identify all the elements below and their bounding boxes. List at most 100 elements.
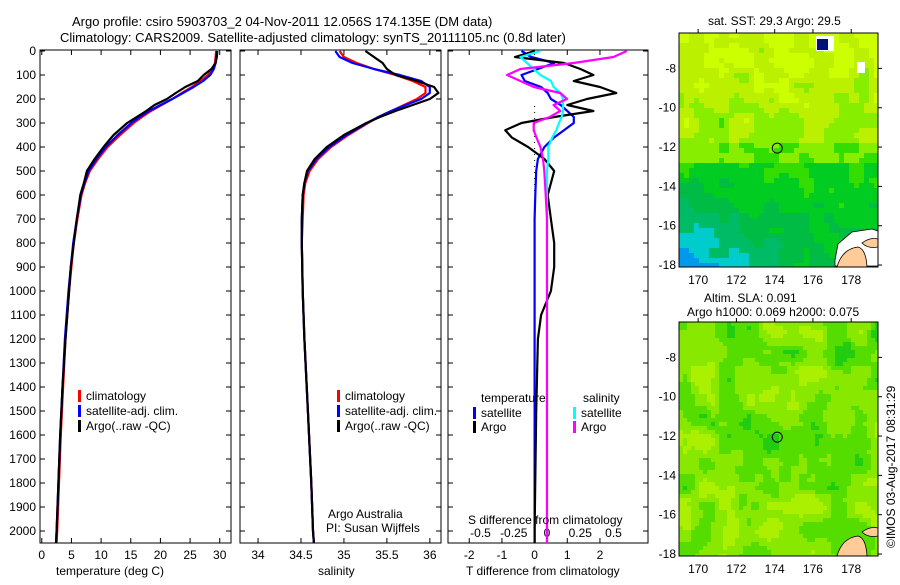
map-cell — [779, 123, 784, 128]
map-cell — [724, 118, 729, 123]
map-cell — [829, 53, 834, 58]
map-cell — [849, 43, 854, 48]
map-cell — [727, 330, 731, 334]
map-cell — [719, 243, 724, 248]
map-cell — [719, 350, 723, 354]
map-cell — [794, 73, 799, 78]
map-cell — [731, 390, 735, 394]
map-cell — [679, 494, 683, 498]
legend-swatch — [337, 420, 340, 432]
map-cell — [719, 48, 724, 53]
map-cell — [759, 418, 763, 422]
map-cell — [864, 173, 869, 178]
map-cell — [769, 73, 774, 78]
map-cell — [779, 354, 783, 358]
map-cell — [715, 342, 719, 346]
map-cell — [851, 410, 855, 414]
map-cell — [699, 514, 703, 518]
map-cell — [767, 418, 771, 422]
map-cell — [803, 498, 807, 502]
map-cell — [854, 123, 859, 128]
map-cell — [689, 63, 694, 68]
map-cell — [827, 474, 831, 478]
map-cell — [739, 138, 744, 143]
map-cell — [815, 350, 819, 354]
map-cell — [679, 133, 684, 138]
map-cell — [707, 510, 711, 514]
map-cell — [799, 148, 804, 153]
map-cell — [695, 506, 699, 510]
map-cell — [769, 188, 774, 193]
map-cell — [699, 123, 704, 128]
map-cell — [679, 128, 684, 133]
map-cell — [759, 386, 763, 390]
map-cell — [783, 490, 787, 494]
map-cell — [799, 474, 803, 478]
map-cell — [749, 68, 754, 73]
map-cell — [695, 406, 699, 410]
map-cell — [827, 482, 831, 486]
map-cell — [787, 534, 791, 538]
map-cell — [755, 430, 759, 434]
map-cell — [791, 426, 795, 430]
map-cell — [787, 330, 791, 334]
map-cell — [787, 458, 791, 462]
map-cell — [815, 434, 819, 438]
map-cell — [723, 366, 727, 370]
map-cell — [787, 382, 791, 386]
map-cell — [703, 362, 707, 366]
map-cell — [844, 138, 849, 143]
map-cell — [703, 470, 707, 474]
map-cell — [807, 478, 811, 482]
map-cell — [739, 518, 743, 522]
map-cell — [695, 454, 699, 458]
map-cell — [779, 522, 783, 526]
map-cell — [739, 430, 743, 434]
map-cell — [739, 253, 744, 258]
map-cell — [874, 143, 878, 148]
map-cell — [779, 63, 784, 68]
map-cell — [839, 386, 843, 390]
map-cell — [694, 243, 699, 248]
map-cell — [791, 410, 795, 414]
map-cell — [863, 342, 867, 346]
map-cell — [759, 518, 763, 522]
map-cell — [791, 354, 795, 358]
map-cell — [819, 446, 823, 450]
map-cell — [795, 474, 799, 478]
map-cell — [711, 418, 715, 422]
map-cell — [787, 542, 791, 546]
map-cell — [829, 128, 834, 133]
map-cell — [759, 238, 764, 243]
map-cell — [711, 342, 715, 346]
map-cell — [815, 450, 819, 454]
map-cell — [774, 168, 779, 173]
map-cell — [739, 342, 743, 346]
map-cell — [863, 426, 867, 430]
map-cell — [727, 402, 731, 406]
map-cell — [823, 370, 827, 374]
map-cell — [699, 530, 703, 534]
map-cell — [755, 370, 759, 374]
map-cell — [739, 228, 744, 233]
map-cell — [694, 53, 699, 58]
map-cell — [727, 350, 731, 354]
map-cell — [715, 334, 719, 338]
map-cell — [859, 128, 864, 133]
map-cell — [751, 374, 755, 378]
map-cell — [767, 434, 771, 438]
map-cell — [834, 108, 839, 113]
map-cell — [791, 366, 795, 370]
map-cell — [739, 68, 744, 73]
map-cell — [834, 83, 839, 88]
map-cell — [774, 163, 779, 168]
map-cell — [834, 103, 839, 108]
map-cell — [804, 33, 809, 38]
map-cell — [779, 93, 784, 98]
map-cell — [763, 530, 767, 534]
map-cell — [735, 378, 739, 382]
map-cell — [794, 138, 799, 143]
map-cell — [759, 462, 763, 466]
map-cell — [827, 538, 831, 542]
map-cell — [704, 123, 709, 128]
